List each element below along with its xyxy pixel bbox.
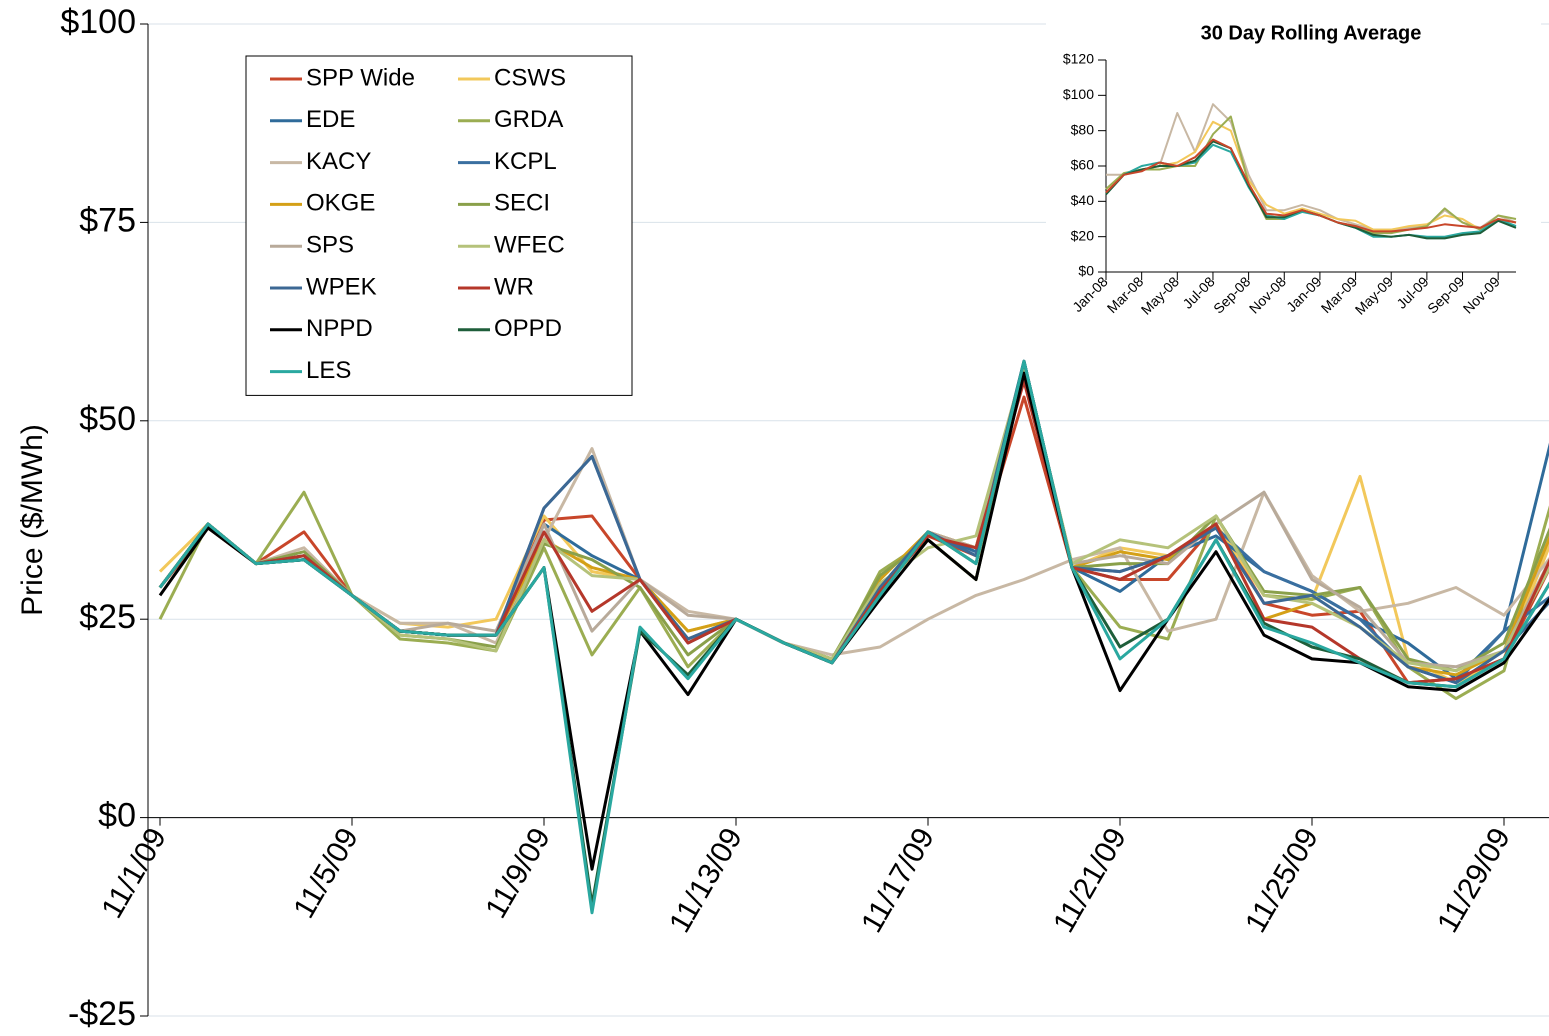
y-axis-label: Price ($/MWh)	[16, 424, 49, 616]
series-line	[158, 359, 1549, 915]
legend: SPP Wide CSWS EDE GRDA KACY KCPL OKGE SECI SPS WF…	[245, 55, 633, 396]
series-line	[158, 447, 1549, 657]
chart-title: 30 Day Rolling Average	[1201, 22, 1422, 44]
y-tick-label: -$25	[68, 995, 136, 1033]
series-line	[158, 363, 1549, 701]
series-line	[158, 379, 1549, 685]
y-tick-label: $25	[79, 598, 136, 636]
series-line	[1106, 103, 1517, 231]
x-tick-label: 11/21/09	[1047, 823, 1133, 939]
legend-label: SPS	[306, 232, 354, 259]
y-tick-label: $0	[98, 797, 136, 835]
x-tick-label: 11/9/09	[479, 823, 557, 924]
x-tick-label: 11/1/09	[95, 823, 173, 924]
series-line	[1105, 138, 1517, 233]
legend-label: OKGE	[306, 190, 375, 217]
legend-label: KCPL	[494, 148, 557, 175]
legend-label: CSWS	[494, 64, 566, 91]
y-tick-label: $0	[1078, 263, 1094, 279]
legend-label: WFEC	[494, 232, 565, 259]
y-tick-label: $40	[1071, 192, 1095, 208]
legend-label: SPP Wide	[306, 64, 415, 91]
legend-label: LES	[306, 357, 351, 384]
series-line	[1105, 120, 1517, 231]
legend-label: WR	[494, 273, 534, 300]
legend-label: SECI	[494, 190, 550, 217]
legend-label: NPPD	[306, 315, 373, 342]
series-line	[158, 395, 1549, 685]
plot-1: 30 Day Rolling Average $0 $20 $40 $60 $80 $100…	[1046, 20, 1541, 362]
legend-label: KACY	[306, 148, 371, 175]
x-tick-label: 11/13/09	[663, 823, 749, 939]
series-line	[158, 363, 1549, 673]
y-tick-label: $60	[1071, 157, 1095, 173]
x-tick-label: 11/29/09	[1431, 823, 1517, 939]
y-tick-label: $75	[79, 201, 136, 239]
legend-label: GRDA	[494, 106, 563, 133]
y-tick-label: $80	[1071, 121, 1095, 137]
x-tick-label: 11/25/09	[1239, 823, 1325, 939]
legend-label: WPEK	[306, 273, 377, 300]
y-tick-label: $100	[60, 3, 136, 41]
inset-background	[1046, 20, 1541, 362]
x-tick-label: 11/17/09	[855, 823, 941, 939]
x-tick-label: 11/5/09	[287, 823, 365, 924]
legend-box	[245, 55, 633, 396]
legend-label: EDE	[306, 106, 355, 133]
y-tick-label: $20	[1071, 227, 1095, 243]
y-tick-label: $100	[1063, 86, 1094, 102]
y-tick-label: $120	[1063, 51, 1094, 67]
y-tick-label: $50	[79, 400, 136, 438]
legend-label: OPPD	[494, 315, 562, 342]
